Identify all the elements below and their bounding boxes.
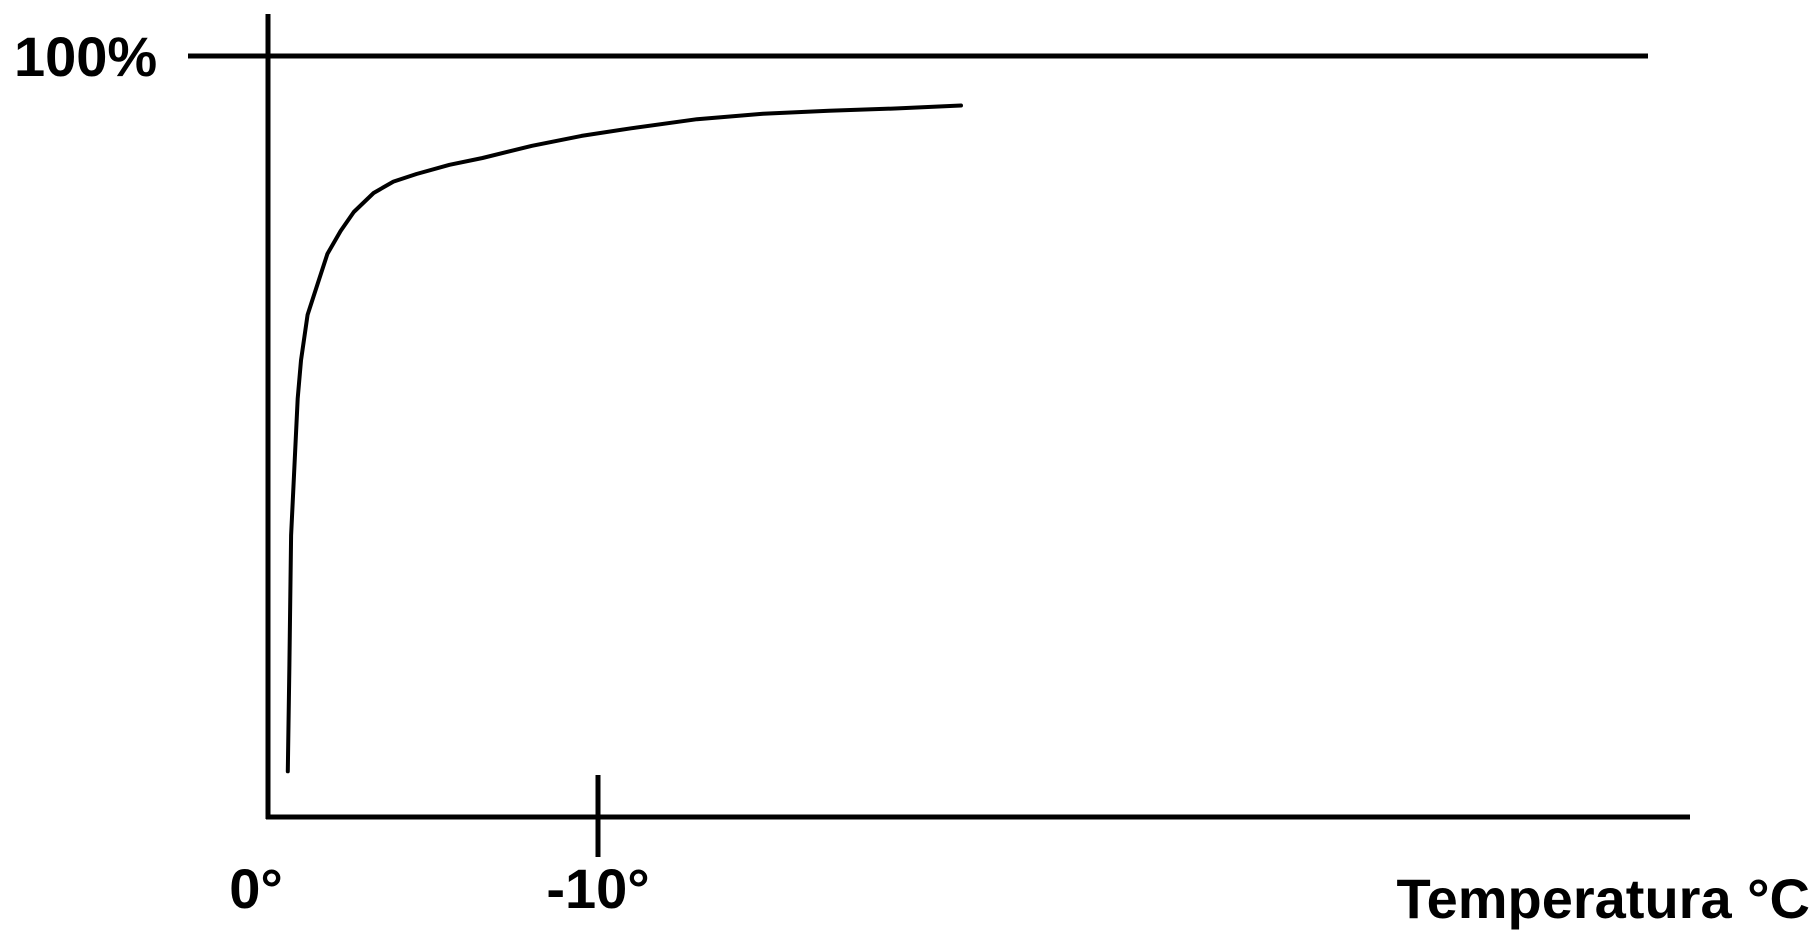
y-tick-label: 100% xyxy=(14,25,157,88)
x-axis-label: Temperatura °C xyxy=(1397,867,1810,930)
x-tick-group: 0° -10° xyxy=(229,775,650,920)
y-tick-group: 100% xyxy=(14,25,157,88)
x-tick-label: 0° xyxy=(229,857,283,920)
series-line xyxy=(285,103,963,774)
series-group xyxy=(285,103,963,774)
x-tick-label: -10° xyxy=(546,857,649,920)
